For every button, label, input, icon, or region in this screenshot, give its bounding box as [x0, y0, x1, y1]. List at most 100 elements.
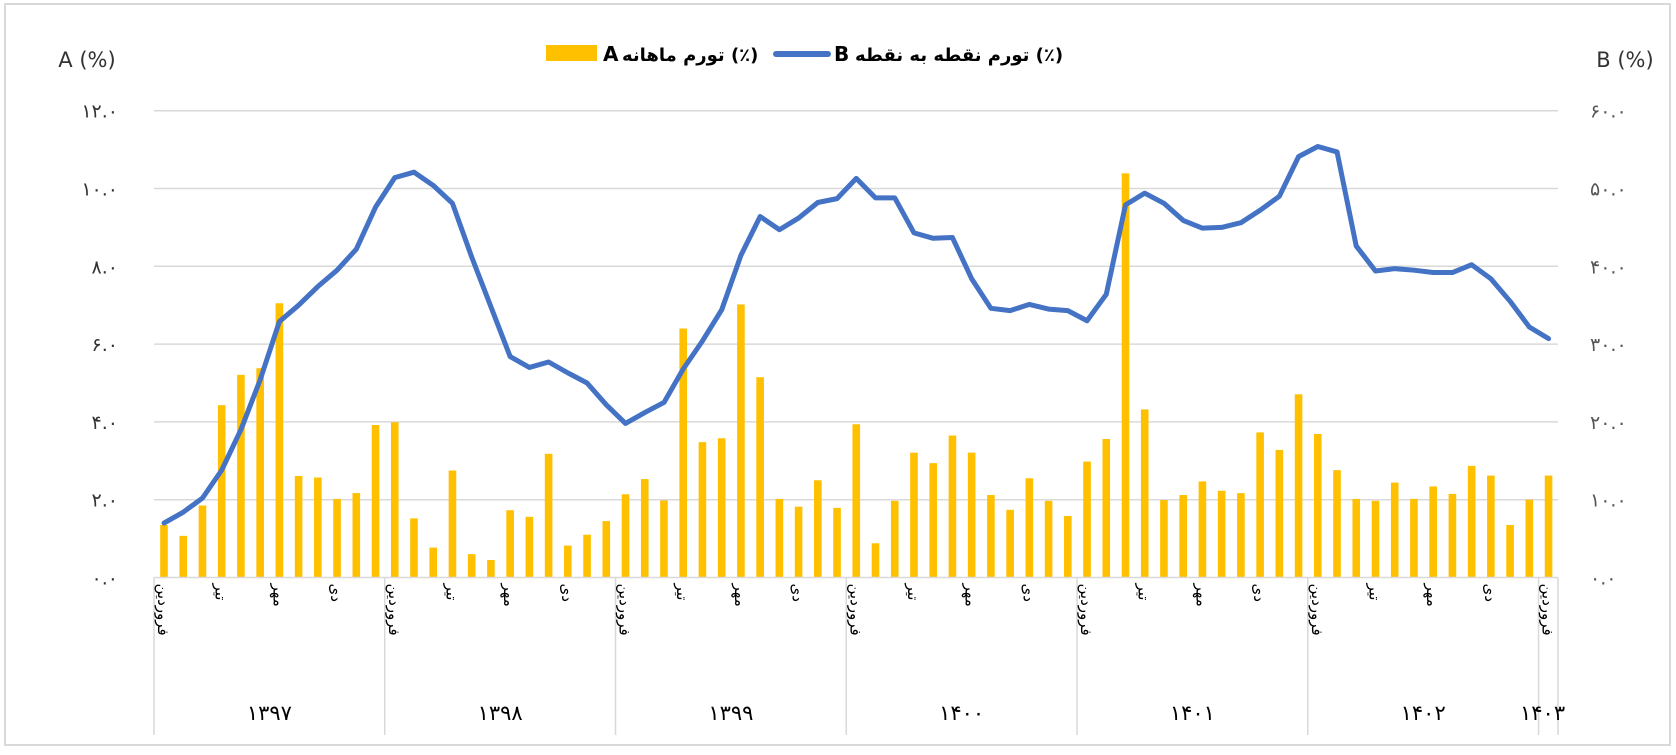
bar	[795, 507, 803, 578]
bar	[1045, 501, 1053, 578]
bar	[1237, 493, 1245, 577]
bar	[276, 303, 284, 577]
bar	[1410, 499, 1418, 578]
bar	[468, 554, 476, 577]
month-label: مهر	[500, 583, 518, 607]
left-tick-label: ۱۰.۰	[81, 179, 118, 201]
bar	[660, 500, 668, 577]
left-tick-label: ۶.۰	[92, 334, 118, 356]
bar	[987, 495, 995, 577]
bar	[179, 536, 187, 578]
right-tick-label: ۲۰.۰	[1590, 412, 1627, 434]
month-label: دی	[789, 584, 807, 602]
bar	[1333, 470, 1341, 577]
bar	[1391, 483, 1399, 578]
left-tick-label: ۲.۰	[92, 490, 118, 512]
month-label: دی	[558, 584, 576, 602]
legend-series-a-label: تورم ماهانه (٪)	[622, 45, 758, 66]
bar	[1102, 439, 1110, 577]
legend-series-a-name: A	[603, 42, 619, 66]
month-label: مهر	[269, 583, 287, 607]
bar	[1468, 466, 1476, 578]
bar	[333, 499, 341, 578]
bar	[1487, 476, 1495, 578]
year-label: ۱۴۰۲	[1401, 701, 1446, 725]
bar	[1429, 486, 1437, 577]
bar	[353, 493, 361, 577]
right-tick-label: ۳۰.۰	[1590, 334, 1627, 356]
left-tick-label: ۱۲.۰	[81, 101, 118, 123]
bar	[1083, 462, 1091, 578]
bar	[295, 476, 303, 578]
month-label: تیر	[673, 583, 691, 601]
left-tick-label: ۴.۰	[92, 412, 118, 434]
bar	[622, 494, 630, 577]
right-tick-label: ۰.۰	[1590, 568, 1616, 590]
bar	[583, 535, 591, 578]
bar	[737, 304, 745, 577]
bar	[814, 480, 822, 577]
left-tick-label: ۸.۰	[92, 256, 118, 278]
month-label: مهر	[731, 583, 749, 607]
bar	[718, 438, 726, 577]
bar	[1256, 432, 1264, 577]
bar	[1160, 500, 1168, 577]
bar	[391, 422, 399, 577]
bar	[1295, 394, 1303, 577]
month-label: دی	[327, 584, 345, 602]
bar	[641, 479, 649, 577]
bar	[256, 368, 264, 577]
bar	[949, 436, 957, 578]
month-label: تیر	[904, 583, 922, 601]
month-label: فروردین	[1539, 584, 1557, 636]
bar	[1179, 495, 1187, 577]
bar	[833, 508, 841, 578]
bar	[449, 471, 457, 578]
month-label: فروردین	[1077, 584, 1095, 636]
year-label: ۱۳۹۹	[708, 701, 753, 725]
bar	[1006, 510, 1014, 578]
right-tick-label: ۵۰.۰	[1590, 179, 1627, 201]
bar	[891, 501, 899, 578]
month-label: دی	[1250, 584, 1268, 602]
bar	[602, 521, 610, 577]
month-label: فروردین	[154, 584, 172, 636]
month-label: مهر	[1192, 583, 1210, 607]
bar	[199, 506, 207, 578]
year-label: ۱۳۹۸	[478, 701, 523, 725]
month-label: فروردین	[1308, 584, 1326, 636]
bar	[218, 405, 226, 577]
bar	[872, 543, 880, 577]
month-label: دی	[1481, 584, 1499, 602]
chart-frame	[5, 4, 1670, 745]
bar	[1506, 525, 1514, 578]
right-tick-label: ۱۰.۰	[1590, 490, 1627, 512]
bar	[526, 517, 534, 578]
year-label: ۱۴۰۰	[939, 701, 984, 725]
month-label: تیر	[442, 583, 460, 601]
month-label: دی	[1019, 584, 1037, 602]
bar	[314, 478, 322, 578]
legend-series-b-name: B	[834, 42, 849, 66]
month-label: فروردین	[846, 584, 864, 636]
month-label: تیر	[1135, 583, 1153, 601]
bar	[1199, 481, 1207, 577]
month-label: مهر	[962, 583, 980, 607]
year-label: ۱۴۰۱	[1170, 701, 1215, 725]
bar	[910, 453, 918, 578]
bar	[1545, 476, 1553, 578]
right-axis-title: B (%)	[1596, 48, 1653, 72]
bar	[487, 560, 495, 578]
year-label: ۱۳۹۷	[247, 701, 292, 725]
month-label: فروردین	[385, 584, 403, 636]
bar	[237, 375, 245, 578]
left-axis-title: A (%)	[58, 48, 115, 72]
bar	[1276, 450, 1284, 578]
bar	[1449, 494, 1457, 578]
legend-series-b-label: تورم نقطه به نقطه (٪)	[855, 45, 1063, 66]
bar	[929, 463, 937, 577]
bar	[1352, 499, 1360, 578]
bar	[429, 548, 437, 578]
bar	[410, 518, 418, 577]
